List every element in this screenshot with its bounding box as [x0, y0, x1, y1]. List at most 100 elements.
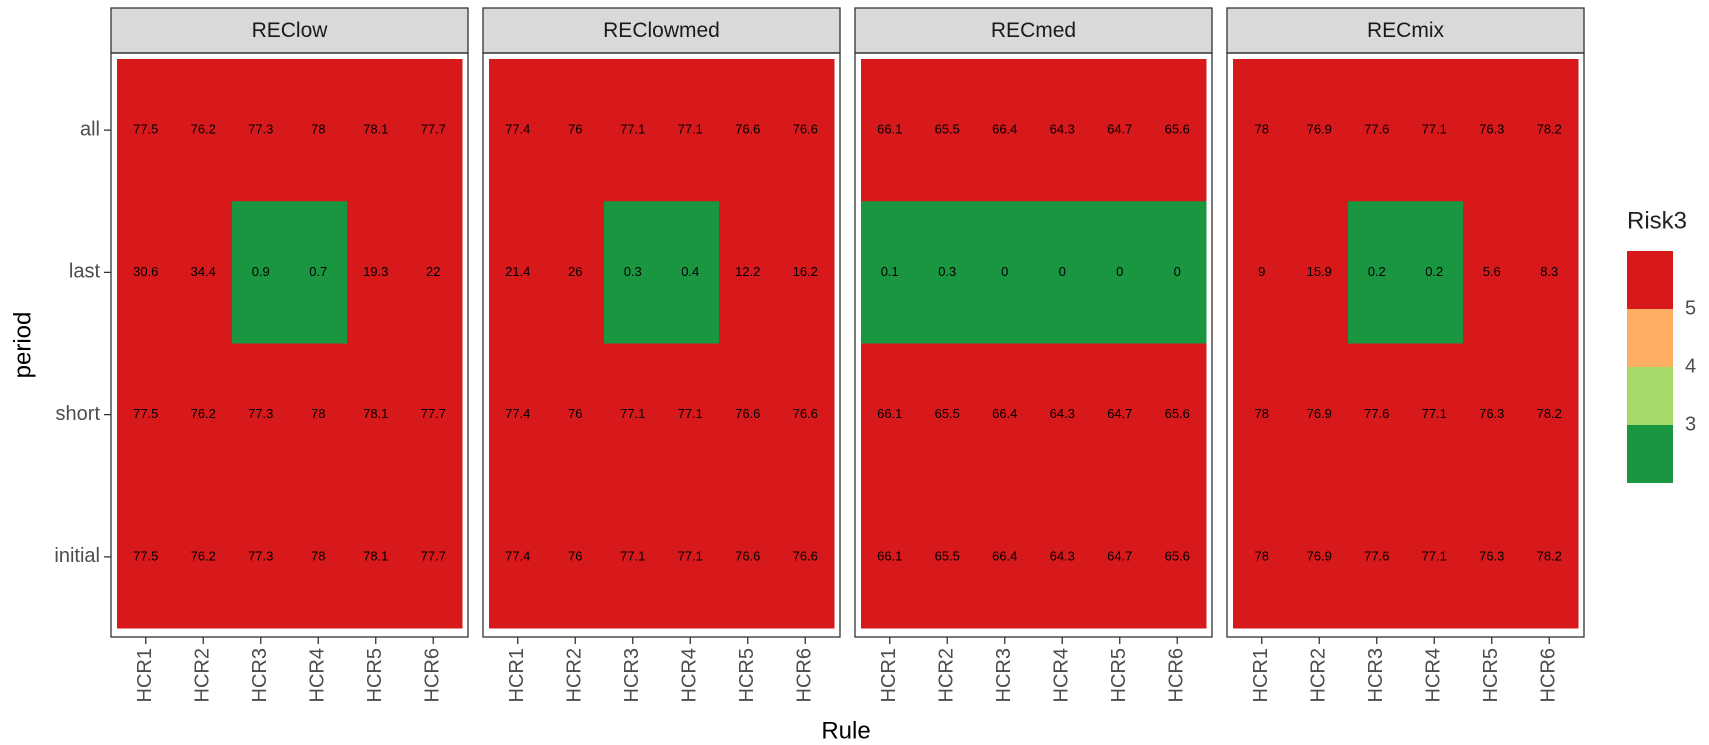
tile — [1463, 59, 1521, 202]
cell-label: 0.9 — [252, 264, 270, 279]
cell-label: 0.2 — [1425, 264, 1443, 279]
x-tick-label: HCR6 — [1166, 648, 1188, 702]
facet-title: REClowmed — [603, 19, 720, 42]
cell-label: 77.1 — [678, 122, 703, 137]
tile — [861, 485, 919, 629]
cell-label: 26 — [568, 264, 582, 279]
tile — [918, 343, 977, 487]
tile — [1091, 201, 1149, 344]
cell-label: 76.3 — [1479, 406, 1504, 421]
cell-label: 77.6 — [1364, 548, 1389, 563]
cell-label: 64.7 — [1107, 122, 1132, 137]
tile — [174, 485, 233, 629]
cell-label: 0.7 — [309, 264, 327, 279]
cell-label: 77.7 — [421, 406, 446, 421]
cell-label: 78 — [1255, 122, 1269, 137]
tile — [404, 201, 463, 344]
cell-label: 65.5 — [935, 122, 960, 137]
cell-label: 76.6 — [793, 406, 818, 421]
tile — [861, 201, 919, 344]
tile — [347, 343, 405, 487]
cell-label: 0 — [1116, 264, 1123, 279]
tile — [1290, 343, 1349, 487]
x-tick-label: HCR3 — [993, 648, 1015, 702]
cell-label: 66.4 — [992, 548, 1017, 563]
tile — [1033, 201, 1092, 344]
tile — [404, 485, 463, 629]
tile — [404, 343, 463, 487]
cell-label: 77.5 — [133, 406, 158, 421]
tile — [404, 59, 463, 202]
x-tick-label: HCR1 — [1250, 648, 1272, 702]
cell-label: 0.1 — [881, 264, 899, 279]
tile — [861, 343, 919, 487]
x-tick-label: HCR5 — [1108, 648, 1130, 702]
tile — [117, 59, 175, 202]
x-tick-label: HCR5 — [736, 648, 758, 702]
x-axis-title: Rule — [821, 717, 870, 744]
cell-label: 76.6 — [735, 406, 760, 421]
tile — [489, 343, 547, 487]
cell-label: 65.6 — [1165, 122, 1190, 137]
cell-label: 77.6 — [1364, 406, 1389, 421]
cell-label: 64.3 — [1050, 406, 1075, 421]
tile — [117, 343, 175, 487]
tile — [976, 201, 1034, 344]
tile — [661, 201, 720, 344]
x-tick-label: HCR6 — [422, 648, 444, 702]
cell-label: 76.3 — [1479, 122, 1504, 137]
cell-label: 76.6 — [793, 122, 818, 137]
tile — [1520, 485, 1579, 629]
tile — [976, 485, 1034, 629]
tile — [1091, 59, 1149, 202]
x-tick-label: HCR3 — [1365, 648, 1387, 702]
cell-label: 77.5 — [133, 122, 158, 137]
tile — [719, 59, 777, 202]
x-tick-label: HCR1 — [134, 648, 156, 702]
cell-label: 77.7 — [421, 122, 446, 137]
cell-label: 77.5 — [133, 548, 158, 563]
legend-key — [1627, 251, 1673, 309]
cell-label: 77.1 — [620, 406, 645, 421]
cell-label: 30.6 — [133, 264, 158, 279]
tile — [1148, 485, 1207, 629]
tile — [1033, 343, 1092, 487]
tile — [1520, 343, 1579, 487]
tile — [604, 59, 662, 202]
tile — [918, 59, 977, 202]
panel-border — [854, 52, 1213, 638]
cell-label: 77.4 — [505, 548, 530, 563]
cell-label: 76.6 — [793, 548, 818, 563]
cell-label: 66.4 — [992, 406, 1017, 421]
cell-label: 76.6 — [735, 548, 760, 563]
facet-title: REClow — [252, 19, 329, 42]
x-tick-label: HCR1 — [506, 648, 528, 702]
cell-label: 77.3 — [248, 406, 273, 421]
cell-label: 78 — [311, 406, 325, 421]
tile — [1290, 485, 1349, 629]
tile — [1405, 59, 1464, 202]
x-tick-label: HCR4 — [1423, 648, 1445, 702]
cell-label: 0 — [1001, 264, 1008, 279]
tile — [1033, 485, 1092, 629]
tile — [117, 485, 175, 629]
cell-label: 77.1 — [678, 406, 703, 421]
legend-key — [1627, 367, 1673, 425]
cell-label: 78.2 — [1537, 548, 1562, 563]
strip — [1226, 7, 1585, 54]
cell-label: 76.9 — [1307, 122, 1332, 137]
cell-label: 77.1 — [620, 122, 645, 137]
tile — [776, 59, 835, 202]
tile — [546, 485, 605, 629]
tile — [1463, 201, 1521, 344]
tile — [289, 201, 348, 344]
strip — [110, 7, 469, 54]
tile — [1148, 343, 1207, 487]
cell-label: 77.1 — [1422, 548, 1447, 563]
cell-label: 65.6 — [1165, 406, 1190, 421]
x-tick-label: HCR4 — [1051, 648, 1073, 702]
x-tick-label: HCR4 — [679, 648, 701, 702]
cell-label: 76.9 — [1307, 548, 1332, 563]
cell-label: 76.2 — [191, 122, 216, 137]
cell-label: 76.2 — [191, 548, 216, 563]
